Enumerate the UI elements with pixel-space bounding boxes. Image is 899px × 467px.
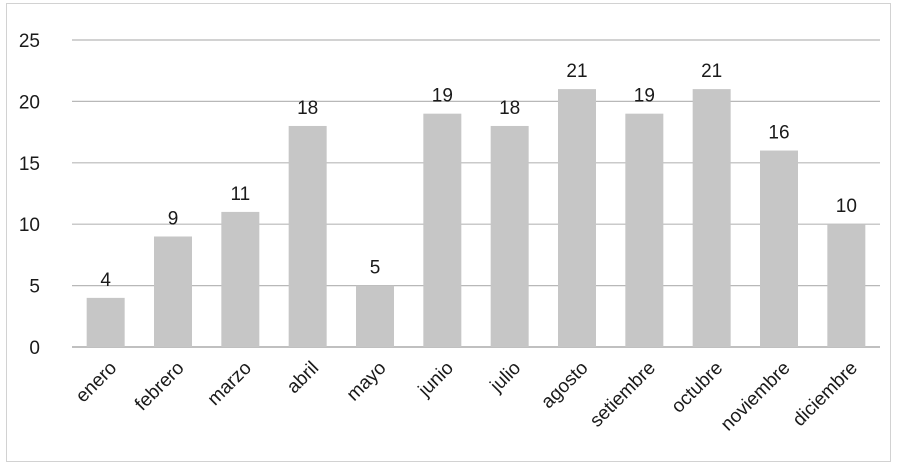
x-tick-label: marzo <box>204 358 256 410</box>
bar-marzo <box>221 211 260 347</box>
data-label: 9 <box>168 208 179 229</box>
x-tick-label: febrero <box>131 358 188 415</box>
bar-julio <box>490 125 529 348</box>
x-tick-label: mayo <box>343 358 391 406</box>
x-tick-label: abril <box>283 358 323 398</box>
x-tick-label: noviembre <box>717 358 795 436</box>
x-axis-labels: enero febrero marzo abril mayo junio julio agos… <box>72 358 862 436</box>
x-tick-label: setiembre <box>586 358 660 432</box>
x-tick-label: junio <box>414 358 458 402</box>
bar-diciembre <box>827 224 866 347</box>
data-label: 19 <box>634 86 655 107</box>
x-tick-label: diciembre <box>789 358 862 431</box>
y-tick-label: 10 <box>19 215 40 236</box>
data-label: 21 <box>566 61 587 82</box>
bar-octubre <box>692 89 731 348</box>
data-label: 18 <box>499 98 520 119</box>
data-label: 4 <box>100 270 111 291</box>
data-labels: 4 9 11 18 5 19 18 21 19 21 16 10 <box>100 61 857 291</box>
x-tick-label: enero <box>72 358 121 407</box>
bar-junio <box>423 113 462 348</box>
y-tick-label: 5 <box>29 277 40 298</box>
data-label: 16 <box>768 123 789 144</box>
y-tick-label: 15 <box>19 154 40 175</box>
bar-abril <box>288 125 327 348</box>
y-axis-ticks: 0 5 10 15 20 25 <box>19 31 40 359</box>
y-tick-label: 20 <box>19 92 40 113</box>
bar-noviembre <box>760 150 798 347</box>
y-tick-label: 0 <box>29 338 40 359</box>
bar-mayo <box>356 285 394 347</box>
data-label: 19 <box>432 86 453 107</box>
bar-enero <box>86 297 125 347</box>
x-tick-label: octubre <box>668 358 728 418</box>
y-tick-label: 25 <box>19 31 40 52</box>
x-tick-label: julio <box>486 358 525 397</box>
data-label: 5 <box>370 258 381 279</box>
data-label: 10 <box>836 196 857 217</box>
data-label: 18 <box>297 98 318 119</box>
bar-setiembre <box>625 113 664 348</box>
data-label: 21 <box>701 61 722 82</box>
data-label: 11 <box>230 184 250 205</box>
bar-febrero <box>154 236 192 347</box>
bars <box>86 89 866 348</box>
gridlines <box>72 39 880 348</box>
bar-agosto <box>558 89 596 348</box>
x-tick-label: agosto <box>537 358 592 413</box>
